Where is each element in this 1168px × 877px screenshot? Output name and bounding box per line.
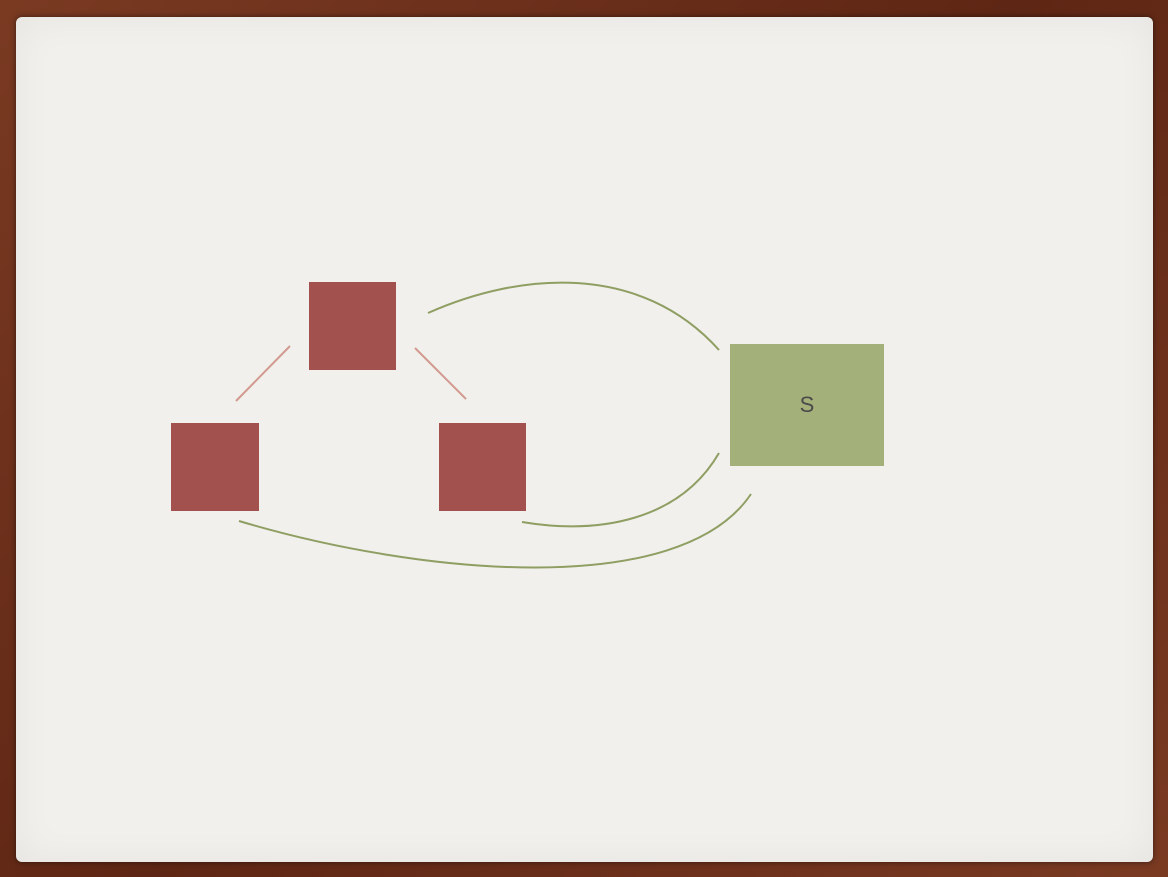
edge-top-left [235, 345, 291, 402]
edge-top-right [414, 347, 467, 400]
edge-top-s [427, 281, 720, 351]
node-left [171, 423, 259, 511]
node-top [309, 282, 396, 370]
edge-right-s [521, 452, 720, 528]
node-s [730, 344, 884, 466]
node-s-label: S [800, 392, 815, 417]
node-right [439, 423, 526, 511]
edge-left-s [238, 493, 752, 569]
